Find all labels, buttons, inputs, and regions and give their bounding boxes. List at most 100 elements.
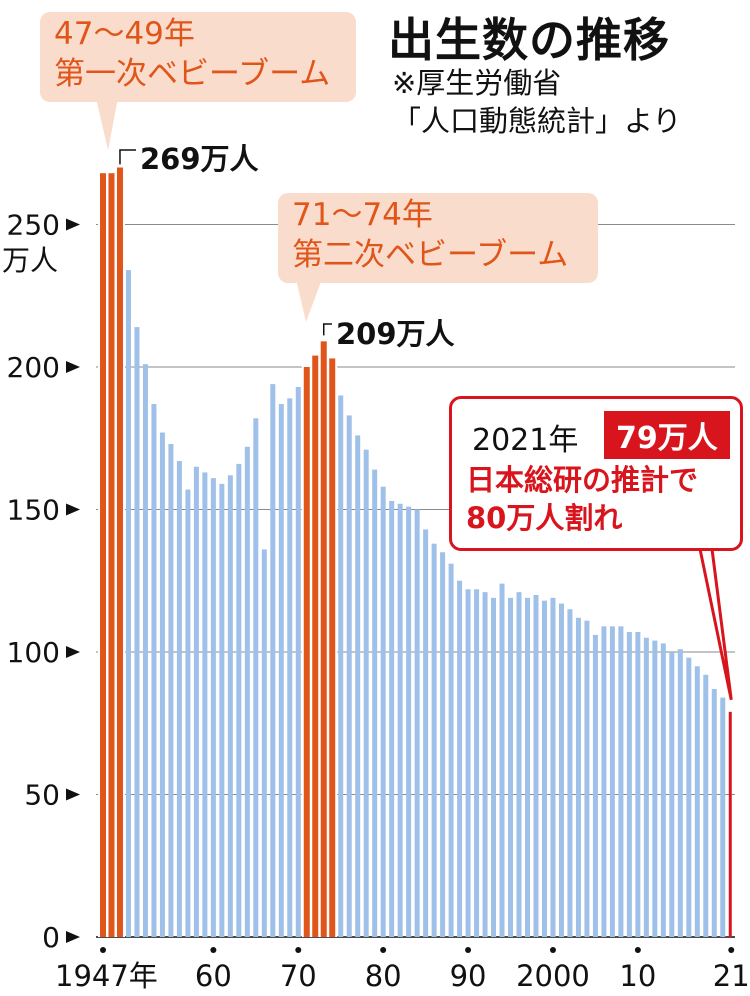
first-boom-peak-label: 269万人 — [140, 142, 259, 176]
bar-1988 — [448, 563, 454, 937]
bar-1959 — [202, 472, 208, 937]
first-boom-callout: 47〜49年 第一次ベビーブーム — [40, 12, 356, 102]
bar-2007 — [609, 626, 615, 937]
bar-1953 — [151, 404, 157, 937]
bar-1999 — [541, 600, 547, 937]
bar-2005 — [592, 634, 598, 937]
bar-1997 — [525, 597, 530, 937]
latest-value-badge: 79万人 — [604, 411, 730, 459]
second-boom-peak-label: 209万人 — [336, 317, 455, 351]
source-note: ※厚生労働省 「人口動態統計」より — [392, 64, 681, 140]
x-tick-dot — [549, 947, 556, 953]
latest-note-line-2: 80万人割れ — [466, 501, 623, 535]
second-boom-callout: 71〜74年 第二次ベビーブーム — [278, 193, 598, 283]
bar-1978 — [363, 449, 369, 937]
latest-year: 2021年 — [472, 423, 579, 458]
bar-2002 — [567, 609, 573, 937]
bar-1986 — [431, 543, 437, 937]
x-tick-label: 10 — [619, 959, 656, 993]
bar-1961 — [219, 483, 225, 937]
bar-1990 — [465, 589, 471, 937]
bar-2008 — [618, 626, 624, 937]
bar-1979 — [372, 469, 378, 937]
x-tick-label: 80 — [365, 959, 402, 993]
bar-2012 — [652, 640, 658, 937]
bar-1975 — [338, 395, 344, 937]
bar-1977 — [355, 435, 361, 937]
y-tick-label: 250 — [7, 209, 60, 242]
x-tick-label: 60 — [195, 959, 232, 993]
y-tick-arrow — [66, 788, 80, 801]
bar-1954 — [159, 432, 165, 937]
y-tick-arrow — [66, 646, 80, 658]
x-axis: 1947年 60 70 80 90 2000 10 21 — [55, 947, 750, 993]
bar-2020 — [720, 697, 726, 937]
bar-1995 — [508, 597, 514, 937]
y-tick-label: 100 — [7, 636, 60, 669]
bar-1983 — [406, 506, 412, 937]
bar-1958 — [193, 466, 199, 937]
bar-1960 — [210, 478, 216, 937]
bar-1971 — [303, 367, 310, 937]
bar-1976 — [346, 415, 352, 937]
bar-1991 — [474, 589, 480, 937]
bar-1949 — [116, 167, 123, 937]
bar-1974 — [329, 358, 336, 937]
bar-1973 — [320, 341, 327, 938]
y-tick-arrow — [66, 503, 80, 516]
bar-2011 — [643, 637, 649, 937]
bar-2009 — [626, 632, 632, 937]
y-tick-arrow — [66, 218, 80, 231]
x-tick-dot — [634, 947, 641, 953]
bar-1947 — [100, 173, 106, 937]
bar-2013 — [660, 643, 666, 937]
bar-2014 — [669, 652, 675, 937]
bar-1982 — [397, 503, 403, 937]
bar-1972 — [312, 355, 319, 938]
source-line-2: 「人口動態統計」より — [392, 104, 682, 138]
bar-1993 — [491, 597, 497, 937]
bar-1980 — [380, 486, 386, 937]
bar-1989 — [457, 580, 463, 937]
source-line-1: ※厚生労働省 — [392, 66, 562, 100]
first-boom-label: 第一次ベビーブーム — [54, 56, 331, 92]
bar-1965 — [253, 418, 259, 937]
bar-1950 — [125, 270, 131, 938]
y-unit-label: 万人 — [2, 244, 59, 277]
bar-1951 — [134, 327, 140, 938]
bar-1957 — [185, 489, 191, 937]
x-tick-label: 70 — [280, 959, 317, 993]
y-tick-arrow — [66, 931, 80, 943]
x-tick-dot — [100, 947, 106, 953]
bar-2019 — [711, 689, 717, 937]
bar-1987 — [440, 552, 446, 937]
bar-2000 — [550, 597, 556, 937]
x-tick-dot — [728, 947, 735, 953]
bar-2017 — [694, 666, 700, 937]
bar-1963 — [236, 463, 242, 937]
first-boom-pointer — [96, 98, 118, 150]
bar-1969 — [287, 398, 293, 938]
x-tick-dot — [380, 947, 387, 953]
chart-title: 出生数の推移 — [388, 13, 670, 67]
bar-1998 — [533, 595, 539, 937]
bar-1948 — [108, 173, 115, 937]
bar-1992 — [482, 592, 488, 937]
bar-2018 — [703, 674, 709, 937]
bar-1996 — [516, 592, 522, 937]
bar-1966 — [261, 549, 267, 937]
bar-1955 — [168, 443, 174, 937]
bar-2001 — [558, 603, 564, 937]
bar-1962 — [227, 475, 233, 937]
bar-1970 — [295, 386, 301, 937]
bar-1994 — [499, 583, 505, 937]
first-boom-years: 47〜49年 — [54, 16, 195, 52]
latest-note: 日本総研の推計で 80万人割れ — [466, 461, 698, 537]
bar-1967 — [270, 384, 276, 938]
bar-1981 — [389, 500, 395, 937]
x-tick-dot — [465, 947, 472, 953]
x-tick-label: 1947年 — [55, 959, 158, 993]
bar-1964 — [244, 446, 250, 937]
x-tick-dot — [210, 947, 217, 953]
